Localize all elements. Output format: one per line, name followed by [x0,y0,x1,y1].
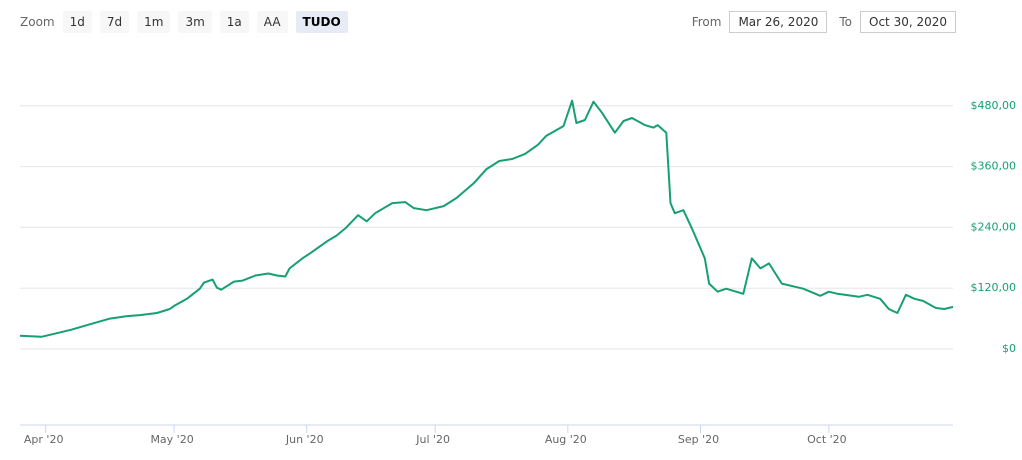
y-tick-label: $120,00 [971,281,1017,294]
from-input[interactable]: Mar 26, 2020 [729,11,828,33]
line-series [19,99,954,338]
x-tick-label: Jun '20 [285,433,324,446]
x-tick-label: Aug '20 [545,433,587,446]
y-tick-label: $240,00 [971,220,1017,233]
y-tick-label: $480,00 [971,99,1017,112]
zoom-button[interactable]: AA [256,11,288,33]
zoom-button[interactable]: 7d [99,11,130,33]
x-tick-label: Jul '20 [415,433,450,446]
zoom-button[interactable]: 1m [137,11,171,33]
date-range: From Mar 26, 2020 To Oct 30, 2020 [692,11,956,33]
zoom-button[interactable]: 1a [219,11,249,33]
x-tick-label: Oct '20 [807,433,847,446]
y-tick-label: $360,00 [971,160,1017,173]
zoom-bar: Zoom 1d 7d 1m 3m 1a AA TUDO [20,10,348,34]
from-label: From [691,15,722,29]
x-tick-label: Apr '20 [24,433,64,446]
to-input[interactable]: Oct 30, 2020 [860,11,956,33]
zoom-label: Zoom [20,15,55,29]
to-label: To [839,15,852,29]
x-tick-label: Sep '20 [678,433,719,446]
x-tick-label: May '20 [150,433,193,446]
zoom-button[interactable]: 3m [178,11,212,33]
zoom-button[interactable]: 1d [62,11,92,33]
y-tick-label: $0 [1002,342,1016,355]
zoom-button[interactable]: TUDO [295,11,348,33]
